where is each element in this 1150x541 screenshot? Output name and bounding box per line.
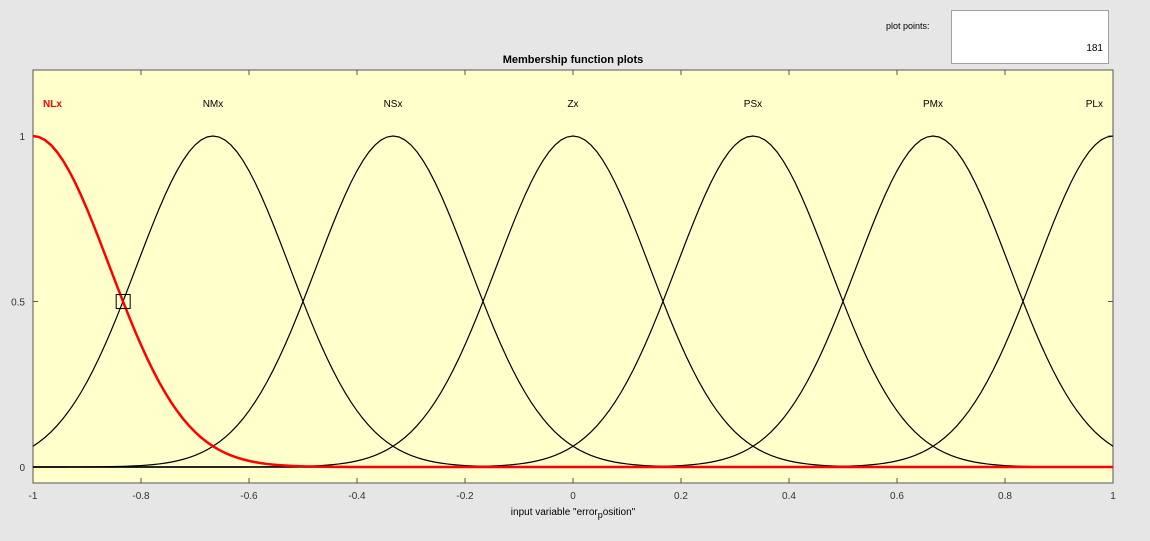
x-tick-label: 0.8 <box>998 491 1012 502</box>
mf-label-NSx: NSx <box>384 99 403 110</box>
x-tick-label: -0.8 <box>132 491 150 502</box>
mf-label-NLx: NLx <box>43 99 62 110</box>
x-tick-label: -0.6 <box>240 491 258 502</box>
mf-label-PMx: PMx <box>923 99 943 110</box>
x-tick-label: 1 <box>1110 491 1116 502</box>
mf-label-NMx: NMx <box>203 99 224 110</box>
selection-handle <box>115 294 131 309</box>
xaxis-label-sub: p <box>597 510 603 520</box>
x-tick-label: 0.4 <box>782 491 796 502</box>
x-tick-label: 0.2 <box>674 491 688 502</box>
mf-label-PSx: PSx <box>744 99 762 110</box>
xaxis-label: input variable "errorposition" <box>33 507 1113 520</box>
curve-NLx <box>32 134 1113 469</box>
y-tick-label: 1 <box>19 132 25 143</box>
x-tick-label: 0.6 <box>890 491 904 502</box>
mf-label-Zx: Zx <box>567 99 578 110</box>
mf-label-PLx: PLx <box>1086 99 1103 110</box>
plot-points-input[interactable] <box>951 10 1109 64</box>
plot-area <box>32 69 1114 484</box>
y-tick-label: 0.5 <box>11 298 25 309</box>
xaxis-label-part2: osition" <box>602 507 636 518</box>
xaxis-label-part1: input variable "error <box>510 507 598 518</box>
plot-points-label: plot points: <box>886 21 930 31</box>
plot-title: Membership function plots <box>502 54 644 66</box>
x-tick-label: -0.2 <box>456 491 474 502</box>
y-tick-label: 0 <box>19 463 25 474</box>
x-tick-label: 0 <box>570 491 576 502</box>
x-tick-label: -0.4 <box>348 491 366 502</box>
x-tick-label: -1 <box>29 491 38 502</box>
